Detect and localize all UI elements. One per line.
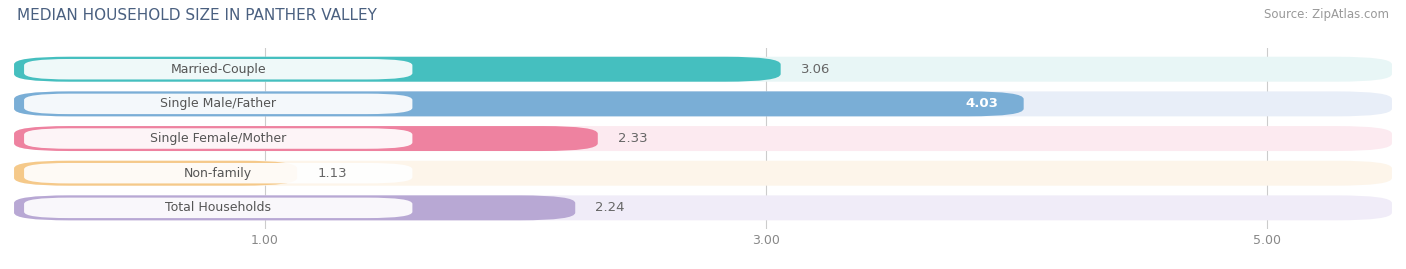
Text: Total Households: Total Households	[166, 201, 271, 214]
Text: 4.03: 4.03	[966, 97, 998, 110]
Text: 3.06: 3.06	[800, 63, 830, 76]
Text: 1.13: 1.13	[318, 167, 347, 180]
FancyBboxPatch shape	[14, 91, 1392, 116]
Text: Single Female/Mother: Single Female/Mother	[150, 132, 287, 145]
Text: 2.33: 2.33	[617, 132, 647, 145]
FancyBboxPatch shape	[24, 94, 412, 114]
FancyBboxPatch shape	[14, 161, 1392, 186]
Text: Source: ZipAtlas.com: Source: ZipAtlas.com	[1264, 8, 1389, 21]
Text: Single Male/Father: Single Male/Father	[160, 97, 276, 110]
FancyBboxPatch shape	[24, 163, 412, 183]
FancyBboxPatch shape	[14, 91, 1024, 116]
FancyBboxPatch shape	[14, 57, 1392, 82]
FancyBboxPatch shape	[24, 128, 412, 149]
FancyBboxPatch shape	[14, 195, 1392, 220]
FancyBboxPatch shape	[24, 59, 412, 79]
Text: 2.24: 2.24	[595, 201, 624, 214]
Text: Married-Couple: Married-Couple	[170, 63, 266, 76]
FancyBboxPatch shape	[14, 57, 780, 82]
FancyBboxPatch shape	[14, 126, 598, 151]
FancyBboxPatch shape	[14, 195, 575, 220]
FancyBboxPatch shape	[14, 126, 1392, 151]
FancyBboxPatch shape	[14, 161, 297, 186]
Text: MEDIAN HOUSEHOLD SIZE IN PANTHER VALLEY: MEDIAN HOUSEHOLD SIZE IN PANTHER VALLEY	[17, 8, 377, 23]
FancyBboxPatch shape	[24, 198, 412, 218]
Text: Non-family: Non-family	[184, 167, 252, 180]
